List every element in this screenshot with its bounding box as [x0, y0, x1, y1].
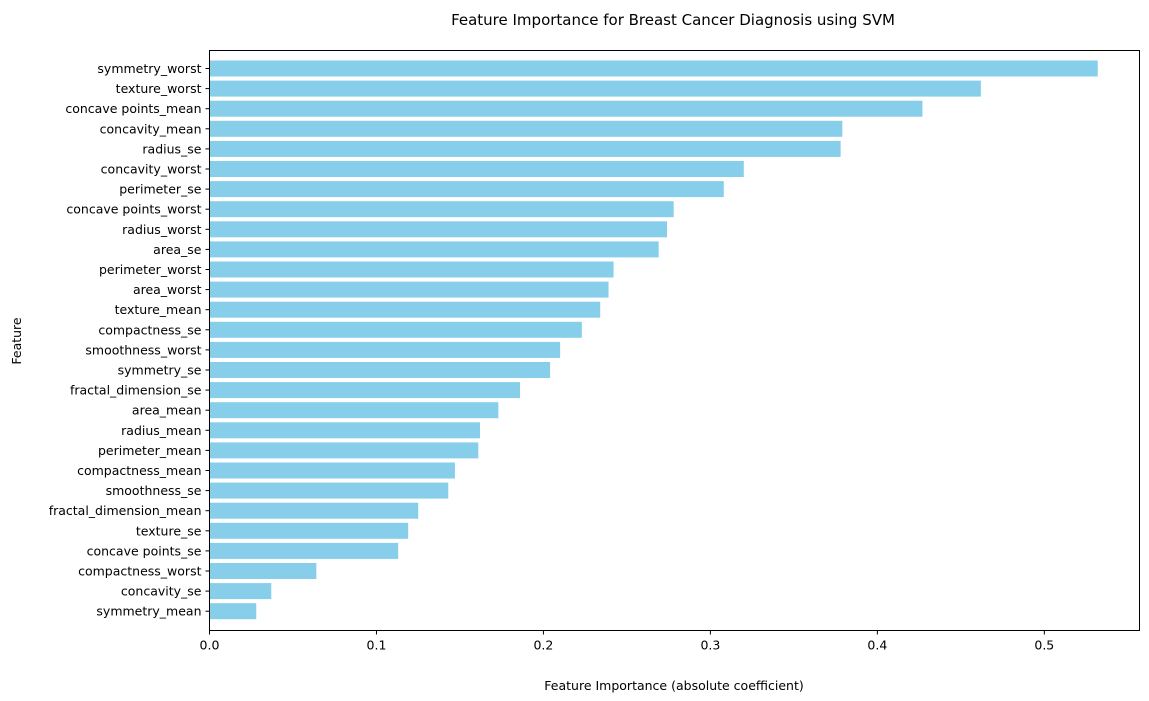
- bar: [209, 80, 981, 97]
- bar: [209, 281, 609, 298]
- y-tick-label: symmetry_se: [118, 363, 202, 378]
- bar: [209, 201, 674, 218]
- y-tick-label: concavity_mean: [100, 121, 202, 136]
- plot-frame: [209, 50, 1140, 631]
- y-tick-label: compactness_mean: [77, 463, 201, 478]
- bar: [209, 603, 257, 620]
- bar: [209, 402, 499, 419]
- bar: [209, 221, 667, 238]
- bar: [209, 140, 841, 157]
- x-tick-label: 0.3: [700, 638, 720, 653]
- bar: [209, 321, 582, 338]
- y-tick-label: fractal_dimension_mean: [49, 503, 202, 518]
- bar: [209, 563, 317, 579]
- bar: [209, 100, 923, 117]
- y-tick-label: compactness_se: [98, 322, 201, 337]
- y-tick-label: smoothness_worst: [85, 342, 201, 357]
- bar: [209, 261, 614, 278]
- bar: [209, 422, 480, 439]
- bar: [209, 301, 601, 318]
- bar: [209, 362, 551, 378]
- bar: [209, 341, 561, 358]
- bar: [209, 462, 455, 479]
- y-axis-label: Feature: [9, 317, 24, 365]
- x-tick-label: 0.5: [1034, 638, 1054, 653]
- bar: [209, 382, 521, 399]
- y-tick-label: concave points_worst: [66, 202, 201, 217]
- bar: [209, 482, 449, 499]
- x-tick-label: 0.2: [533, 638, 553, 653]
- x-tick-label: 0.4: [867, 638, 887, 653]
- y-tick-label: symmetry_mean: [96, 604, 201, 619]
- x-tick-label: 0.0: [200, 638, 220, 653]
- y-tick-label: texture_se: [136, 523, 202, 538]
- y-tick-label: perimeter_mean: [98, 443, 202, 458]
- y-tick-label: texture_worst: [116, 81, 202, 96]
- bar: [209, 542, 399, 559]
- y-tick-label: smoothness_se: [106, 483, 202, 498]
- y-tick-label: perimeter_worst: [99, 262, 202, 277]
- y-tick-label: fractal_dimension_se: [70, 383, 202, 398]
- y-tick-label: perimeter_se: [119, 182, 202, 197]
- chart-title: Feature Importance for Breast Cancer Dia…: [451, 11, 895, 29]
- y-tick-label: area_worst: [133, 282, 202, 297]
- y-tick-label: compactness_worst: [78, 564, 201, 579]
- y-tick-label: concavity_se: [121, 584, 202, 599]
- bar: [209, 442, 479, 459]
- bars-group: [209, 60, 1098, 620]
- y-tick-label: radius_mean: [121, 423, 201, 438]
- bar: [209, 161, 744, 177]
- bar: [209, 181, 724, 198]
- y-tick-label: area_se: [153, 242, 202, 257]
- bar: [209, 502, 419, 519]
- bar: [209, 241, 659, 258]
- x-tick-label: 0.1: [367, 638, 387, 653]
- y-tick-label: concave points_se: [87, 543, 202, 558]
- x-axis-label: Feature Importance (absolute coefficient…: [544, 678, 803, 693]
- y-tick-label: radius_worst: [122, 222, 201, 237]
- y-tick-label: concave points_mean: [65, 101, 201, 116]
- y-tick-label: concavity_worst: [101, 162, 202, 177]
- y-tick-label: area_mean: [132, 403, 202, 418]
- y-tick-label: texture_mean: [115, 302, 202, 317]
- x-ticks: 0.0 0.1 0.2 0.3 0.4 0.5: [200, 630, 1054, 653]
- bar: [209, 60, 1098, 77]
- y-tick-label: radius_se: [142, 141, 201, 156]
- bar: [209, 120, 843, 137]
- bar: [209, 522, 409, 539]
- bar: [209, 583, 272, 600]
- y-tick-label: symmetry_worst: [97, 61, 201, 76]
